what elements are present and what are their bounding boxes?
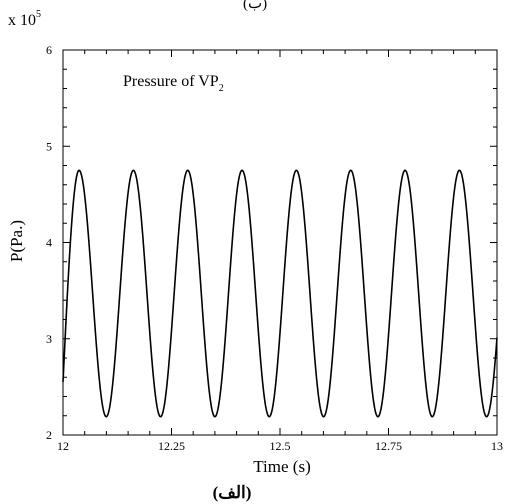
y-scale-label: x 105 <box>8 9 41 29</box>
x-axis-label: Time (s) <box>253 457 310 476</box>
x-tick-label: 12.25 <box>158 439 185 453</box>
top-caption: (ب) <box>243 0 267 12</box>
y-scale-base: x 10 <box>8 12 36 29</box>
x-tick-label: 12 <box>57 439 69 453</box>
y-axis-ticks <box>63 49 497 436</box>
y-scale-exp: 5 <box>36 9 41 20</box>
x-axis-tick-labels: 12 12.25 12.5 12.75 13 <box>57 439 503 453</box>
figure-caption: (الف) <box>213 483 252 502</box>
x-tick-label: 12.75 <box>375 439 402 453</box>
series-line-vp2-pressure <box>62 169 498 418</box>
x-tick-label: 12.5 <box>270 439 291 453</box>
plot-frame <box>62 49 498 436</box>
y-tick-label: 4 <box>46 236 52 250</box>
x-axis-ticks <box>62 50 498 435</box>
x-tick-label: 13 <box>491 439 503 453</box>
chart-annotation-sub: 2 <box>219 83 224 94</box>
y-axis-label: P(Pa.) <box>7 220 26 262</box>
y-axis-tick-labels: 2 3 4 5 6 <box>46 43 52 442</box>
y-tick-label: 5 <box>46 139 52 153</box>
chart-annotation: Pressure of VP2 <box>123 73 224 94</box>
y-tick-label: 2 <box>46 428 52 442</box>
chart-annotation-base: Pressure of VP <box>123 73 219 90</box>
y-tick-label: 6 <box>46 43 52 57</box>
y-tick-label: 3 <box>46 332 52 346</box>
